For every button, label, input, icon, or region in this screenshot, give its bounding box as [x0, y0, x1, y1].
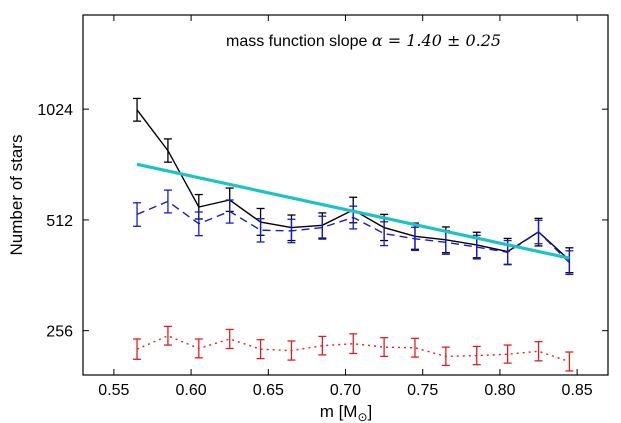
error-bar	[349, 333, 358, 355]
error-bar	[503, 344, 512, 364]
x-axis-label: m [M⊙]	[320, 402, 373, 423]
series-line	[136, 109, 570, 261]
series-dotted	[133, 325, 574, 372]
tick-labels: 0.55 0.60 0.65 0.70 0.75 0.80 0.85 256 512 1024	[37, 102, 592, 399]
fit-line	[136, 162, 570, 260]
plot-frame	[82, 14, 609, 376]
error-bar	[410, 337, 419, 358]
error-bar	[472, 345, 481, 366]
error-bar	[534, 219, 543, 245]
x-tick-label: 0.55	[98, 382, 129, 399]
error-bar	[380, 221, 389, 247]
error-bar	[256, 339, 265, 360]
x-tick-label: 0.80	[484, 382, 515, 399]
annotation-math: α = 1.40 ± 0.25	[372, 31, 501, 50]
y-tick-label: 512	[46, 213, 73, 230]
error-bar	[565, 250, 574, 276]
x-axis-label-subscript: ⊙	[357, 410, 367, 423]
error-bar	[318, 335, 327, 356]
annotation-prefix: mass function slope	[226, 33, 372, 50]
error-bar	[256, 218, 265, 243]
error-bar	[565, 351, 574, 372]
error-bar	[534, 341, 543, 362]
series-layer	[133, 97, 574, 372]
error-bar	[163, 138, 172, 163]
x-tick-label: 0.60	[176, 382, 207, 399]
x-tick-label: 0.75	[407, 382, 438, 399]
error-bar	[287, 218, 296, 244]
error-bar	[133, 202, 142, 227]
error-bar	[287, 340, 296, 361]
error-bar	[194, 338, 203, 359]
x-tick-label: 0.65	[253, 382, 284, 399]
axis-ticks	[83, 15, 608, 375]
error-bar	[318, 215, 327, 240]
series-dashed	[133, 189, 574, 276]
error-bar	[133, 338, 142, 360]
error-bar	[441, 346, 450, 367]
error-bar	[225, 199, 234, 224]
error-bar	[163, 189, 172, 214]
error-bar	[133, 97, 142, 122]
y-axis-label: Number of stars	[7, 135, 26, 256]
x-tick-label: 0.85	[562, 382, 593, 399]
error-bar	[163, 325, 172, 346]
y-tick-label: 1024	[37, 102, 73, 119]
annotation: mass function slope α = 1.40 ± 0.25	[226, 31, 501, 50]
error-bar	[225, 328, 234, 350]
error-bar	[410, 226, 419, 252]
error-bar	[380, 337, 389, 358]
y-tick-label: 256	[46, 324, 73, 341]
series-fit	[136, 162, 570, 260]
x-tick-label: 0.70	[330, 382, 361, 399]
error-bar	[194, 211, 203, 237]
